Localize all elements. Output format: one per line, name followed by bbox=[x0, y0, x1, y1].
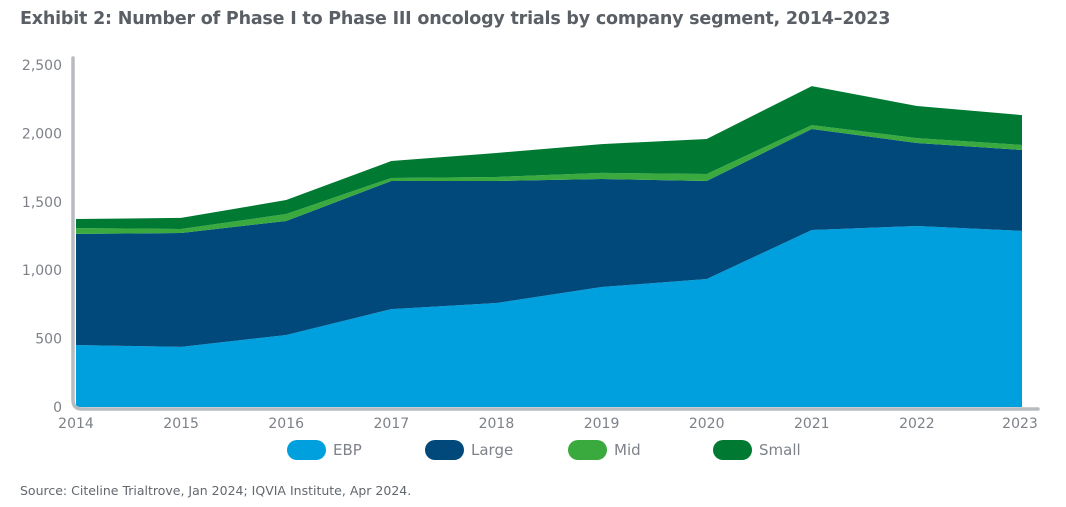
y-tick-label: 2,500 bbox=[22, 58, 62, 74]
axes bbox=[71, 56, 1040, 411]
x-tick-label: 2020 bbox=[689, 416, 725, 432]
area-ebp bbox=[76, 226, 1022, 407]
x-tick-label: 2015 bbox=[163, 416, 199, 432]
legend-label: Large bbox=[471, 441, 514, 459]
x-tick-label: 2019 bbox=[584, 416, 620, 432]
legend-label: Mid bbox=[614, 441, 641, 459]
y-axis-ticks: 0 500 1,000 1,500 2,000 2,500 bbox=[22, 58, 62, 416]
y-tick-label: 2,000 bbox=[22, 126, 62, 142]
source-note: Source: Citeline Trialtrove, Jan 2024; I… bbox=[20, 483, 412, 498]
legend-item-mid: Mid bbox=[568, 440, 641, 460]
legend-item-large: Large bbox=[425, 440, 513, 460]
y-tick-label: 500 bbox=[35, 332, 62, 348]
legend-item-ebp: EBP bbox=[287, 440, 362, 460]
chart-title: Exhibit 2: Number of Phase I to Phase II… bbox=[20, 9, 891, 29]
area-large bbox=[76, 129, 1022, 347]
legend-swatch bbox=[287, 440, 326, 460]
legend: EBP Large Mid Small bbox=[0, 440, 1066, 462]
x-tick-label: 2018 bbox=[479, 416, 515, 432]
legend-label: EBP bbox=[333, 441, 362, 459]
area-layers bbox=[76, 86, 1022, 407]
axis-lines bbox=[71, 56, 1040, 411]
y-tick-label: 1,000 bbox=[22, 263, 62, 279]
legend-item-small: Small bbox=[713, 440, 801, 460]
area-mid bbox=[76, 125, 1022, 234]
legend-swatch bbox=[425, 440, 464, 460]
y-tick-label: 0 bbox=[53, 400, 62, 416]
x-tick-label: 2022 bbox=[899, 416, 935, 432]
x-tick-label: 2017 bbox=[374, 416, 410, 432]
x-axis-ticks: 2014 2015 2016 2017 2018 2019 2020 2021 2022 2023 bbox=[58, 416, 1038, 432]
y-tick-label: 1,500 bbox=[22, 195, 62, 211]
x-tick-label: 2023 bbox=[1002, 416, 1038, 432]
legend-label: Small bbox=[759, 441, 801, 459]
legend-swatch bbox=[713, 440, 752, 460]
x-tick-label: 2016 bbox=[268, 416, 304, 432]
legend-swatch bbox=[568, 440, 607, 460]
x-tick-label: 2021 bbox=[794, 416, 830, 432]
area-small bbox=[76, 86, 1022, 229]
x-tick-label: 2014 bbox=[58, 416, 94, 432]
